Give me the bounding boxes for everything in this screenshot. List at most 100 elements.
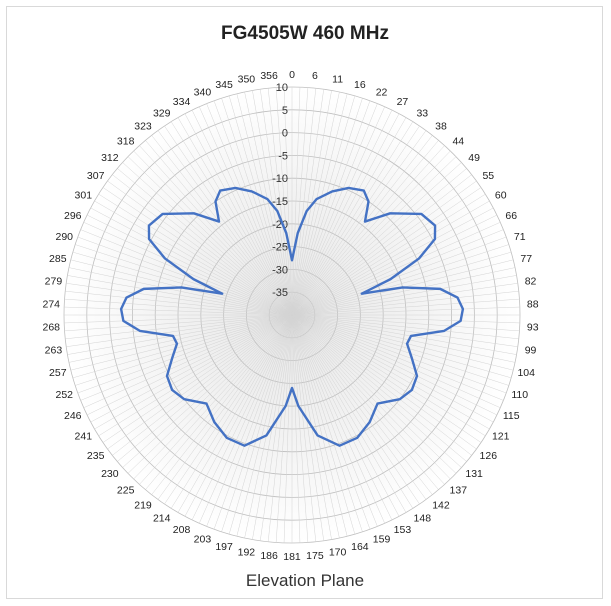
angular-tick-label: 0 <box>289 69 295 81</box>
angular-tick-label: 329 <box>153 107 171 119</box>
angular-gridline <box>164 314 293 505</box>
angular-tick-label: 55 <box>482 170 494 182</box>
angular-gridline <box>77 236 293 316</box>
angular-gridline <box>75 244 293 316</box>
angular-gridline <box>291 100 371 316</box>
angular-gridline <box>191 314 293 521</box>
angular-tick-label: 16 <box>354 79 366 91</box>
angular-gridline <box>291 150 451 316</box>
angular-gridline <box>112 174 293 316</box>
angular-gridline <box>291 314 504 401</box>
angular-gridline <box>139 145 293 316</box>
angular-gridline <box>291 314 451 480</box>
angular-tick-label: 148 <box>414 513 432 525</box>
angular-gridline <box>291 162 462 316</box>
angular-gridline <box>291 306 520 316</box>
angular-gridline <box>122 314 293 468</box>
angular-gridline <box>184 314 293 517</box>
angular-tick-label: 82 <box>525 276 537 288</box>
angular-tick-label: 219 <box>134 499 152 511</box>
angular-gridline <box>98 193 293 316</box>
angular-tick-label: 153 <box>394 524 412 536</box>
angular-gridline <box>145 140 293 316</box>
angular-gridline <box>291 90 332 316</box>
angular-tick-label: 22 <box>376 86 388 98</box>
angular-grid <box>64 87 520 543</box>
angular-tick-label: 263 <box>45 344 63 356</box>
angular-gridline <box>102 187 293 316</box>
series-line <box>119 186 465 447</box>
angular-gridline <box>127 314 293 474</box>
angular-tick-label: 77 <box>520 253 532 265</box>
angular-gridline <box>83 222 293 316</box>
angular-tick-label: 307 <box>87 170 105 182</box>
angular-gridline <box>291 314 420 505</box>
angular-tick-label: 88 <box>527 299 539 311</box>
angular-gridline <box>291 89 324 316</box>
angular-gridline <box>244 314 293 539</box>
angular-gridline <box>90 207 293 316</box>
angular-gridline <box>65 314 293 340</box>
radial-tick-label: -10 <box>272 173 288 185</box>
angular-tick-label: 60 <box>495 190 507 202</box>
angular-gridline <box>184 113 293 316</box>
angular-gridline <box>157 314 293 500</box>
angular-gridline <box>67 275 293 316</box>
angular-gridline <box>291 314 482 443</box>
angular-gridline <box>291 314 472 456</box>
angular-gridline <box>291 314 519 340</box>
angular-gridline <box>236 93 293 316</box>
angular-gridline <box>291 314 518 347</box>
series-layer <box>119 186 465 447</box>
angular-gridline <box>291 314 501 408</box>
angular-gridline <box>260 89 293 316</box>
angular-gridline <box>291 314 486 437</box>
angular-gridline <box>177 117 293 316</box>
angular-gridline <box>291 314 407 513</box>
angular-gridline <box>291 251 512 316</box>
angular-gridline <box>267 88 293 316</box>
angular-gridline <box>151 314 293 495</box>
angular-gridline <box>291 103 378 316</box>
angular-gridline <box>213 314 293 530</box>
angular-tick-label: 252 <box>55 389 73 401</box>
angular-gridline <box>291 314 516 363</box>
angular-tick-label: 203 <box>194 534 212 546</box>
angular-gridline <box>291 314 363 532</box>
angular-gridline <box>66 283 293 316</box>
angular-gridline <box>157 130 293 316</box>
angular-gridline <box>191 109 293 316</box>
angular-tick-label: 110 <box>511 389 528 401</box>
angular-gridline <box>98 314 293 437</box>
angular-gridline <box>228 95 293 316</box>
angular-tick-label: 345 <box>215 79 233 91</box>
angular-tick-label: 334 <box>173 96 191 108</box>
angular-tick-label: 246 <box>64 410 82 422</box>
radial-tick-label: -5 <box>278 150 288 162</box>
angular-gridline <box>291 180 477 316</box>
angular-gridline <box>291 200 490 316</box>
angular-gridline <box>77 314 293 394</box>
angular-gridline <box>291 130 427 316</box>
angular-tick-label: 137 <box>450 484 468 496</box>
angular-gridline <box>86 214 293 316</box>
angular-gridline <box>291 314 439 490</box>
angular-gridline <box>291 117 407 316</box>
angular-tick-label: 350 <box>238 73 256 85</box>
angular-tick-label: 115 <box>503 410 520 422</box>
angular-gridline <box>291 314 477 450</box>
angular-gridline <box>275 314 293 543</box>
angular-gridline <box>291 156 457 316</box>
angular-gridline <box>291 314 490 430</box>
angular-gridline <box>291 314 309 543</box>
angular-gridline <box>291 314 433 495</box>
angular-tick-label: 192 <box>238 547 256 559</box>
angular-gridline <box>291 140 439 316</box>
angular-tick-label: 181 <box>283 551 301 563</box>
angular-gridline <box>72 314 293 379</box>
angular-gridline <box>291 135 433 316</box>
angular-gridline <box>221 98 293 316</box>
angular-gridline <box>291 314 512 379</box>
angular-tick-label: 49 <box>468 152 480 164</box>
radial-tick-label: -35 <box>272 287 288 299</box>
